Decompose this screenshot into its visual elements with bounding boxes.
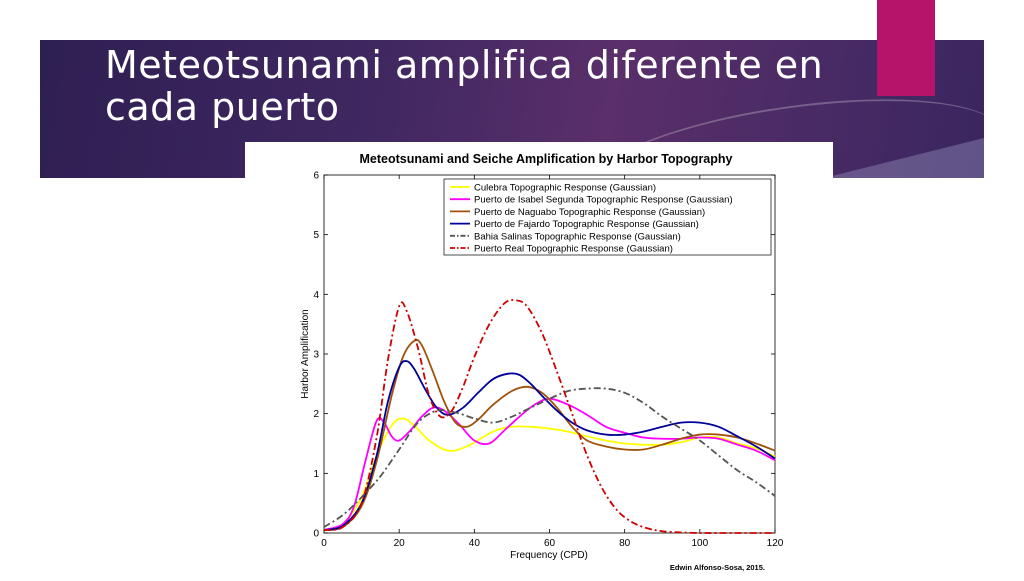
legend-label: Puerto de Naguabo Topographic Response (…: [474, 207, 705, 218]
x-axis-label: Frequency (CPD): [510, 550, 588, 561]
y-axis-label: Harbor Amplification: [300, 309, 311, 398]
axes-group: 0 20 40 60 80 100 120 0 1 2 3 4 5 6: [313, 171, 783, 550]
chart-title: Meteotsunami and Seiche Amplification by…: [360, 152, 733, 166]
y-tick-label: 3: [313, 350, 319, 361]
legend-box: [443, 178, 772, 256]
x-tick-label: 100: [691, 538, 708, 549]
y-tick-label: 4: [313, 290, 319, 301]
series-line-4: [323, 360, 776, 531]
series-line-2: [323, 397, 776, 531]
y-tick-label: 0: [313, 529, 319, 540]
y-tick-label: 5: [313, 230, 319, 241]
slide-title: Meteotsunami amplifica diferente en cada…: [105, 43, 824, 129]
x-tick-label: 20: [394, 538, 406, 549]
x-tick-label: 120: [767, 538, 784, 549]
legend: Culebra Topographic Response (Gaussian)P…: [443, 178, 772, 256]
y-tick-label: 2: [313, 409, 319, 420]
series-lines: [323, 299, 776, 534]
legend-label: Culebra Topographic Response (Gaussian): [474, 183, 656, 194]
legend-label: Puerto Real Topographic Response (Gaussi…: [474, 244, 673, 255]
series-line-5: [323, 387, 776, 528]
chart-figure: Meteotsunami and Seiche Amplification by…: [245, 142, 833, 576]
legend-label: Bahia Salinas Topographic Response (Gaus…: [474, 231, 681, 242]
legend-label: Puerto de Isabel Segunda Topographic Res…: [474, 195, 733, 206]
y-tick-label: 6: [313, 171, 319, 182]
series-line-6: [323, 299, 775, 534]
credit-text: Edwin Alfonso-Sosa, 2015.: [670, 563, 765, 572]
x-tick-label: 0: [321, 538, 327, 549]
accent-tab: [877, 0, 935, 96]
x-tick-label: 80: [619, 538, 631, 549]
legend-label: Puerto de Fajardo Topographic Response (…: [474, 219, 699, 230]
chart-svg: Meteotsunami and Seiche Amplification by…: [300, 152, 784, 572]
y-tick-label: 1: [313, 469, 319, 480]
x-tick-label: 40: [469, 538, 481, 549]
x-tick-label: 60: [544, 538, 556, 549]
